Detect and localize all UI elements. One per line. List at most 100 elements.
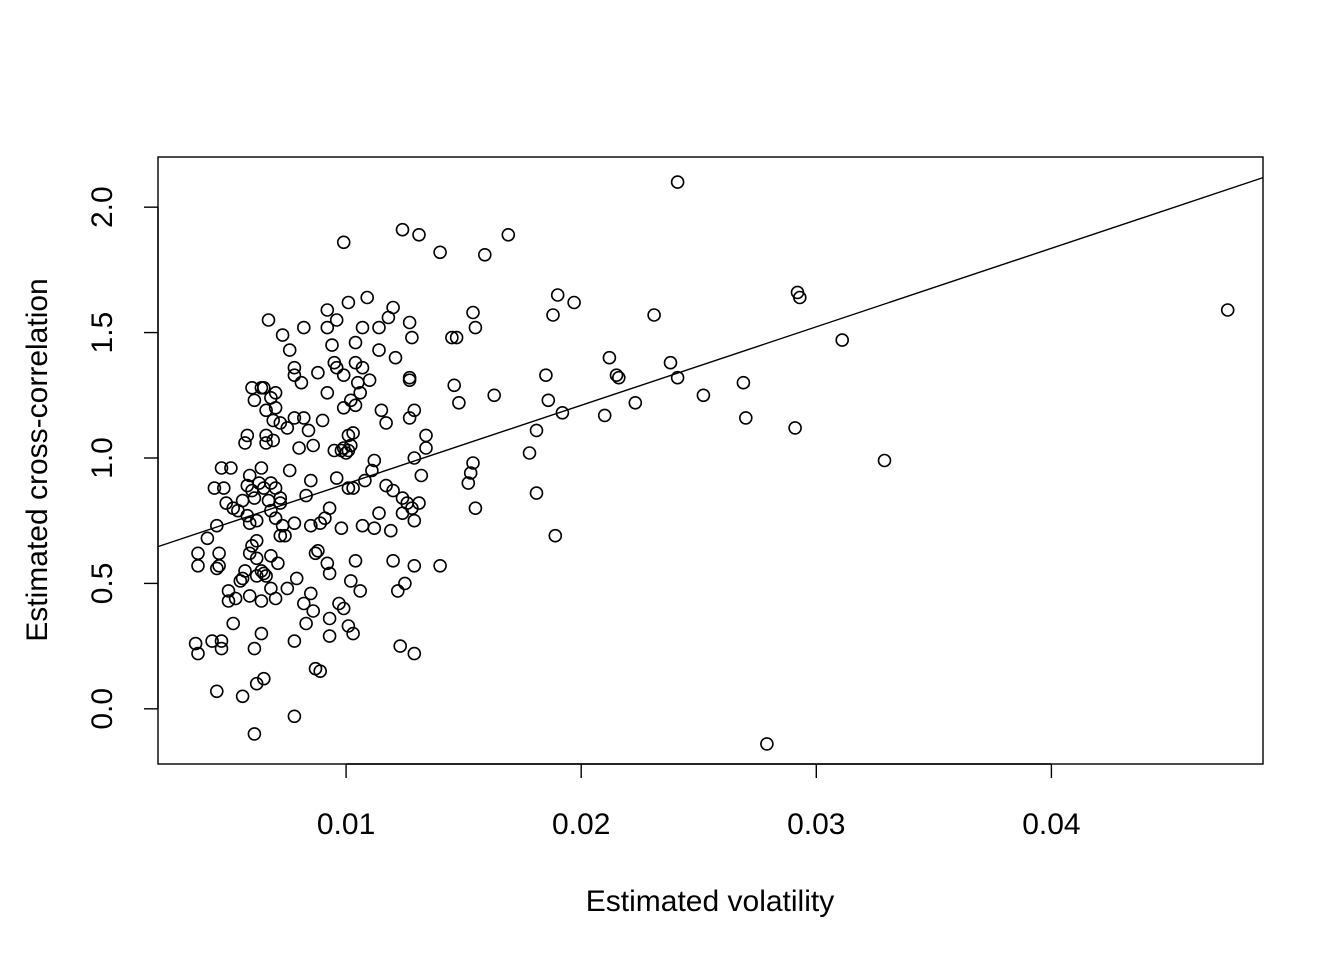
data-point (303, 473, 318, 488)
data-point (597, 408, 612, 423)
regression-line-group (157, 176, 1264, 548)
data-point (334, 521, 349, 536)
data-point (221, 584, 236, 598)
data-point (346, 426, 360, 440)
data-point (287, 634, 302, 648)
data-point (273, 528, 288, 543)
data-point (329, 313, 344, 327)
data-point (256, 671, 271, 686)
data-point (188, 636, 203, 651)
data-point (292, 441, 306, 455)
data-point (261, 313, 276, 327)
data-point (249, 513, 264, 528)
data-point (217, 481, 231, 495)
data-point (287, 709, 302, 724)
data-point (548, 528, 563, 543)
data-point (320, 320, 335, 335)
data-point (670, 175, 685, 189)
data-point (670, 370, 685, 385)
data-point (249, 551, 264, 566)
data-point (383, 523, 398, 538)
data-point (256, 380, 271, 395)
data-point (336, 368, 351, 383)
data-point (322, 629, 337, 643)
data-point (214, 634, 229, 648)
data-point (210, 561, 224, 576)
data-point (567, 295, 581, 310)
data-point (242, 546, 257, 561)
data-point (212, 546, 226, 561)
data-point (294, 375, 309, 390)
data-point (419, 441, 433, 455)
data-point (240, 478, 255, 493)
data-point (282, 343, 297, 357)
data-point (303, 518, 318, 533)
data-point (663, 355, 678, 370)
data-point (221, 594, 236, 608)
data-point (445, 330, 459, 345)
data-point (1220, 303, 1235, 317)
data-point (315, 413, 330, 428)
data-point (372, 506, 386, 521)
data-point (320, 556, 335, 571)
data-point (348, 355, 363, 370)
data-point (501, 228, 516, 242)
data-point (287, 368, 302, 383)
data-point (738, 411, 753, 425)
data-point (468, 320, 483, 335)
data-point (468, 501, 483, 516)
data-point (736, 375, 751, 390)
data-point (393, 639, 408, 653)
data-point (320, 303, 335, 317)
data-point (407, 646, 422, 661)
data-point (306, 438, 321, 453)
data-point (355, 360, 370, 375)
data-point (299, 488, 313, 503)
data-point (419, 428, 433, 443)
data-point (264, 503, 278, 518)
data-point (792, 290, 807, 305)
data-point (306, 604, 321, 618)
data-point (339, 446, 353, 460)
data-point (214, 641, 229, 656)
data-point (245, 538, 259, 553)
data-point (696, 388, 711, 403)
data-point (372, 343, 386, 357)
data-point (336, 400, 351, 415)
data-point (487, 388, 502, 403)
data-point (353, 584, 368, 598)
data-point (398, 576, 412, 591)
data-point (289, 571, 304, 586)
data-point (301, 423, 316, 438)
data-point (522, 446, 537, 460)
data-point (268, 400, 283, 415)
data-point (355, 320, 370, 335)
data-point (555, 405, 570, 420)
data-point (529, 486, 544, 500)
data-point (346, 626, 360, 641)
data-points (188, 175, 1235, 751)
data-point (546, 308, 560, 322)
data-point (247, 491, 262, 505)
data-point (336, 235, 351, 250)
data-point (341, 481, 356, 495)
data-point (407, 451, 422, 465)
data-point (322, 611, 337, 626)
data-point (358, 473, 372, 488)
x-tick-label: 0.02 (552, 808, 610, 841)
data-point (264, 548, 278, 563)
data-point (303, 586, 318, 601)
data-point (268, 385, 283, 400)
y-tick-label: 2.0 (86, 186, 119, 228)
data-point (355, 518, 370, 533)
data-point (254, 626, 269, 641)
data-point (362, 373, 377, 388)
data-point (207, 481, 222, 495)
data-point (449, 330, 464, 345)
data-point (242, 468, 257, 483)
data-point (329, 471, 344, 485)
data-point (402, 411, 417, 425)
data-point (402, 373, 417, 388)
data-point (242, 516, 257, 531)
data-point (268, 511, 283, 526)
